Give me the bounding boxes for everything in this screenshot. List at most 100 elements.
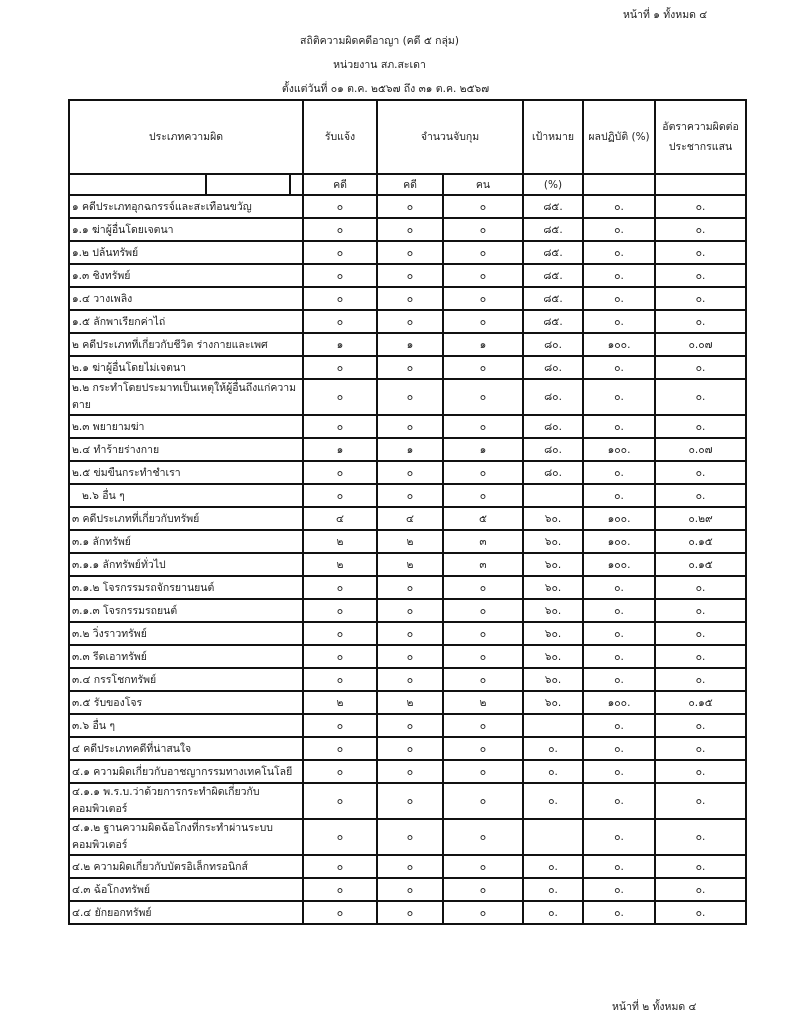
table-row: ๑.๒ ปล้นทรัพย์๐๐๐๘๕. ๐. ๐. xyxy=(67,240,748,265)
page-number-bottom: หน้าที่ ๒ ทั้งหมด ๔ xyxy=(612,1001,697,1013)
cell-received: ๐ xyxy=(302,713,379,738)
cell-arrest-persons: ๐ xyxy=(442,309,525,334)
cell-arrest-persons: ๒ xyxy=(442,690,525,715)
cell-target: ๖๐. xyxy=(522,552,585,577)
cell-rate: ๐. xyxy=(654,621,748,646)
cell-target: ๖๐. xyxy=(522,690,585,715)
table-row: ๒.๕ ข่มขืนกระทำชำเรา๐๐๐๘๐. ๐. ๐. xyxy=(67,460,748,485)
cell-arrest-persons: ๐ xyxy=(442,854,525,879)
table-row: ๓.๑.๓ โจรกรรมรถยนต์๐๐๐๖๐. ๐. ๐. xyxy=(67,598,748,623)
cell-rate: ๐. xyxy=(654,759,748,784)
cell-received: ๐ xyxy=(302,575,379,600)
cell-rate: ๐. xyxy=(654,286,748,311)
cell-performance: ๐. xyxy=(582,240,657,265)
table-row: ๔.๔ ยักยอกทรัพย์๐๐๐๐. ๐. ๐. xyxy=(67,900,748,925)
cell-crime-type: ๑.๑ ฆ่าผู้อื่นโดยเจตนา xyxy=(67,217,305,242)
cell-received: ๑ xyxy=(302,332,379,357)
cell-target: ๘๕. xyxy=(522,286,585,311)
cell-target xyxy=(522,483,585,508)
cell-received: ๐ xyxy=(302,759,379,784)
cell-crime-type: ๔.๑.๒ ฐานความผิดฉ้อโกงที่กระทำผ่านระบบคอ… xyxy=(67,818,305,856)
cell-target: ๘๐. xyxy=(522,355,585,380)
cell-crime-type: ๒ คดีประเภทที่เกี่ยวกับชีวิต ร่างกายและเ… xyxy=(67,332,305,357)
cell-rate: ๐. xyxy=(654,900,748,925)
cell-performance: ๐. xyxy=(582,575,657,600)
cell-arrest-cases: ๐ xyxy=(376,286,445,311)
cell-received: ๐ xyxy=(302,621,379,646)
cell-target: ๐. xyxy=(522,782,585,820)
header-type: ประเภทความผิด xyxy=(67,99,305,175)
cell-performance: ๐. xyxy=(582,460,657,485)
subheader-blank xyxy=(288,173,305,196)
cell-received: ๐ xyxy=(302,667,379,692)
cell-performance: ๐. xyxy=(582,736,657,761)
cell-received: ๒ xyxy=(302,690,379,715)
cell-received: ๐ xyxy=(302,854,379,879)
report-unit: หน่วยงาน สภ.สะเดา xyxy=(333,59,426,71)
cell-crime-type: ๓.๒ วิ่งราวทรัพย์ xyxy=(67,621,305,646)
cell-rate: ๐. xyxy=(654,460,748,485)
cell-target: ๘๐. xyxy=(522,414,585,439)
cell-arrest-persons: ๑ xyxy=(442,437,525,462)
cell-rate: ๐. xyxy=(654,818,748,856)
cell-target: ๘๕. xyxy=(522,309,585,334)
subheader-target: (%) xyxy=(522,173,585,196)
table-row: ๒.๑ ฆ่าผู้อื่นโดยไม่เจตนา๐๐๐๘๐. ๐. ๐. xyxy=(67,355,748,380)
cell-received: ๐ xyxy=(302,378,379,416)
cell-arrest-cases: ๐ xyxy=(376,309,445,334)
cell-performance: ๑๐๐. xyxy=(582,529,657,554)
cell-arrest-persons: ๐ xyxy=(442,194,525,219)
cell-crime-type: ๓.๓ รีดเอาทรัพย์ xyxy=(67,644,305,669)
cell-performance: ๑๐๐. xyxy=(582,332,657,357)
cell-arrest-cases: ๔ xyxy=(376,506,445,531)
cell-rate: ๐. xyxy=(654,483,748,508)
cell-crime-type: ๑.๔ วางเพลิง xyxy=(67,286,305,311)
table-row: ๓ คดีประเภทที่เกี่ยวกับทรัพย์๔๔๕๖๐. ๑๐๐. ๐… xyxy=(67,506,748,531)
cell-crime-type: ๓.๖ อื่น ๆ xyxy=(67,713,305,738)
cell-received: ๐ xyxy=(302,736,379,761)
cell-crime-type: ๔.๑ ความผิดเกี่ยวกับอาชญากรรมทางเทคโนโลย… xyxy=(67,759,305,784)
cell-performance: ๐. xyxy=(582,877,657,902)
cell-rate: ๐.๐๗ xyxy=(654,332,748,357)
cell-arrest-persons: ๐ xyxy=(442,759,525,784)
cell-arrest-cases: ๐ xyxy=(376,877,445,902)
table-row: ๓.๕ รับของโจร๒๒๒๖๐. ๑๐๐. ๐.๑๕ xyxy=(67,690,748,715)
cell-target xyxy=(522,713,585,738)
table-row: ๒.๖ อื่น ๆ๐๐๐๐. ๐. xyxy=(67,483,748,508)
cell-performance: ๐. xyxy=(582,598,657,623)
cell-target: ๐. xyxy=(522,877,585,902)
cell-received: ๒ xyxy=(302,552,379,577)
cell-arrest-persons: ๐ xyxy=(442,575,525,600)
cell-arrest-persons: ๐ xyxy=(442,483,525,508)
cell-target: ๘๕. xyxy=(522,263,585,288)
table-row: ๑.๑ ฆ่าผู้อื่นโดยเจตนา๐๐๐๘๕. ๐. ๐. xyxy=(67,217,748,242)
cell-received: ๐ xyxy=(302,286,379,311)
cell-target: ๘๕. xyxy=(522,194,585,219)
cell-performance: ๐. xyxy=(582,194,657,219)
page-number-top: หน้าที่ ๑ ทั้งหมด ๔ xyxy=(623,9,708,21)
cell-arrest-cases: ๐ xyxy=(376,240,445,265)
cell-arrest-cases: ๒ xyxy=(376,690,445,715)
cell-target: ๖๐. xyxy=(522,506,585,531)
cell-rate: ๐.๐๗ xyxy=(654,437,748,462)
cell-performance: ๑๐๐. xyxy=(582,552,657,577)
cell-rate: ๐. xyxy=(654,877,748,902)
subheader-arrest-persons: คน xyxy=(442,173,525,196)
cell-arrest-cases: ๐ xyxy=(376,414,445,439)
cell-arrest-persons: ๐ xyxy=(442,240,525,265)
cell-arrest-cases: ๐ xyxy=(376,782,445,820)
cell-arrest-persons: ๓ xyxy=(442,552,525,577)
cell-crime-type: ๒.๒ กระทำโดยประมาทเป็นเหตุให้ผู้อื่นถึงแ… xyxy=(67,378,305,416)
table-row: ๑.๔ วางเพลิง๐๐๐๘๕. ๐. ๐. xyxy=(67,286,748,311)
table-row: ๓.๖ อื่น ๆ๐๐๐๐. ๐. xyxy=(67,713,748,738)
cell-arrest-cases: ๐ xyxy=(376,575,445,600)
cell-crime-type: ๓.๑.๓ โจรกรรมรถยนต์ xyxy=(67,598,305,623)
cell-received: ๐ xyxy=(302,309,379,334)
header-received: รับแจ้ง xyxy=(302,99,379,175)
subheader-blank xyxy=(654,173,748,196)
cell-arrest-cases: ๐ xyxy=(376,759,445,784)
cell-arrest-cases: ๐ xyxy=(376,355,445,380)
cell-arrest-cases: ๐ xyxy=(376,598,445,623)
cell-rate: ๐. xyxy=(654,782,748,820)
cell-performance: ๐. xyxy=(582,217,657,242)
